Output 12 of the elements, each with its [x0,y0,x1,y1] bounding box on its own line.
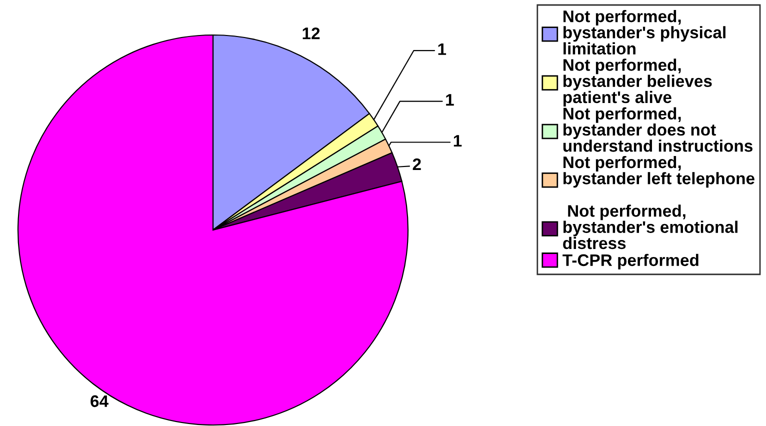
legend-label: Not performed, bystander's emotional distress [563,204,738,250]
data-label: 1 [446,94,454,106]
legend-label: Not performed, bystander left telephone [563,156,754,188]
data-label: 1 [454,135,462,147]
data-label: 2 [412,158,421,170]
data-label: 1 [438,43,446,55]
legend-label: T-CPR performed [562,254,698,270]
legend-label: Not performed, bystander believes patient's alive [563,58,712,106]
legend-label: Not performed, bystander's physical limitation [563,10,726,55]
data-label: 12 [302,28,320,40]
data-label: 64 [90,395,108,408]
legend-label: Not performed, bystander does not understand instructions [563,107,752,152]
